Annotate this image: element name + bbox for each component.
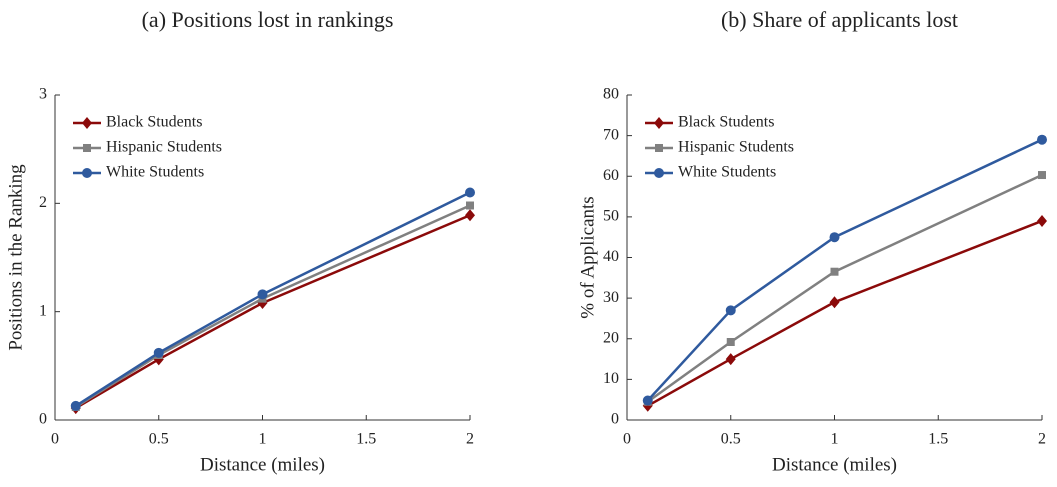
y-tick-label: 80 [603,86,619,103]
legend-label: White Students [106,164,204,181]
x-tick-label: 2 [1038,431,1046,448]
legend-label: Black Students [106,114,202,131]
chart-title: (b) Share of applicants lost [721,7,958,32]
marker [655,144,663,152]
series-line [647,173,1043,403]
x-tick-label: 0.5 [721,431,741,448]
legend-label: Black Students [678,114,774,131]
y-tick-label: 3 [39,86,47,103]
marker [465,187,475,198]
marker [654,168,664,178]
x-tick-label: 2 [466,431,474,448]
x-tick-label: 1 [831,431,839,448]
y-axis-title: % of Applicants [577,196,598,318]
y-tick-label: 60 [603,167,619,184]
y-tick-label: 0 [39,411,47,428]
x-axis-title: Distance (miles) [200,454,325,475]
x-tick-label: 0 [623,431,631,448]
chart: (a) Positions lost in rankings 0 0.5 1 1.5 2 0… [5,7,475,475]
marker [82,117,92,129]
y-tick-label: 10 [603,370,619,387]
marker [1037,214,1047,227]
y-tick-label: 50 [603,208,619,225]
y-tick-label: 30 [603,289,619,306]
x-tick-label: 0 [51,431,59,448]
marker [829,232,840,243]
y-tick-label: 0 [611,411,619,428]
chart-title: (a) Positions lost in rankings [142,7,394,32]
series-line [75,191,471,407]
marker [654,117,664,129]
x-tick-label: 0.5 [149,431,169,448]
legend-label: White Students [678,164,776,181]
marker [642,395,653,406]
series-line [75,204,471,409]
x-tick-label: 1 [259,431,267,448]
y-tick-label: 40 [603,248,619,265]
legend-label: Hispanic Students [678,139,794,156]
y-tick-label: 70 [603,126,619,143]
marker [829,296,840,309]
marker [725,353,736,366]
x-axis-title: Distance (miles) [772,454,897,475]
legend-label: Hispanic Students [106,139,222,156]
y-tick-label: 20 [603,329,619,346]
x-tick-label: 1.5 [356,431,376,448]
series-line [646,138,1043,402]
marker [466,201,474,210]
series-line [647,219,1043,407]
marker [465,209,475,222]
marker [726,338,735,346]
y-tick-label: 1 [39,302,47,319]
y-tick-label: 2 [39,194,47,211]
marker [83,144,91,152]
marker [1037,134,1047,145]
y-axis-title: Positions in the Ranking [5,164,26,351]
series-line [75,214,471,410]
marker [1038,171,1046,180]
marker [830,267,839,276]
marker [70,400,81,411]
marker [725,305,736,316]
marker [257,289,268,300]
marker [82,168,92,178]
marker [153,347,164,358]
x-tick-label: 1.5 [928,431,948,448]
